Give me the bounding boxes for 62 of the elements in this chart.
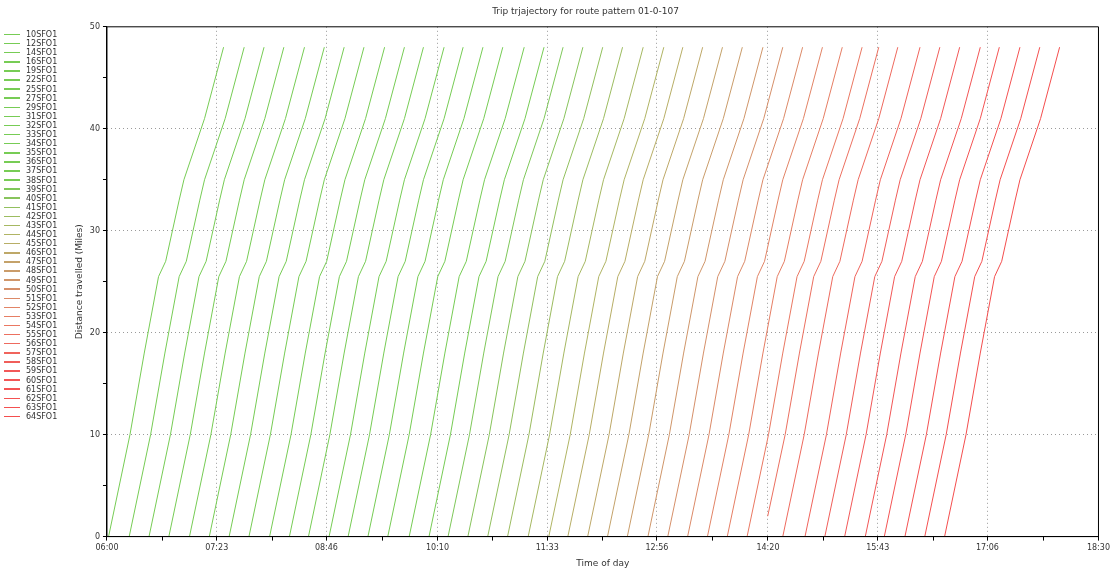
chart-title: Trip trjajectory for route pattern 01-0-107: [491, 5, 679, 16]
legend-label: 27SFO1: [26, 93, 58, 103]
legend-label: 60SFO1: [26, 375, 58, 385]
x-tick-label: 14:20: [756, 543, 780, 553]
legend-label: 35SFO1: [26, 148, 58, 158]
x-tick-label: 18:30: [1086, 543, 1110, 553]
x-tick-label: 10:10: [425, 543, 450, 553]
legend-label: 57SFO1: [26, 348, 58, 358]
x-tick-label: 11:33: [535, 543, 559, 553]
x-axis-title: Time of day: [575, 557, 630, 568]
legend-label: 52SFO1: [26, 302, 58, 312]
legend-label: 47SFO1: [26, 257, 58, 267]
y-tick-label: 50: [89, 21, 100, 31]
legend-label: 10SFO1: [26, 30, 58, 39]
legend-label: 36SFO1: [26, 157, 58, 167]
legend-label: 14SFO1: [26, 48, 58, 58]
legend-label: 59SFO1: [26, 366, 58, 376]
x-tick-label: 07:23: [205, 543, 229, 553]
legend-label: 61SFO1: [26, 384, 58, 394]
y-tick-label: 20: [89, 327, 100, 337]
legend-label: 51SFO1: [26, 293, 58, 303]
legend-label: 22SFO1: [26, 75, 58, 85]
legend-label: 31SFO1: [26, 111, 58, 121]
legend-label: 56SFO1: [26, 339, 58, 349]
legend-label: 40SFO1: [26, 193, 58, 203]
y-tick-label: 40: [89, 123, 100, 133]
legend-label: 43SFO1: [26, 220, 58, 230]
legend-label: 53SFO1: [26, 311, 58, 321]
legend-label: 54SFO1: [26, 321, 58, 330]
legend-label: 37SFO1: [26, 166, 58, 176]
legend-label: 49SFO1: [26, 275, 58, 285]
legend-label: 33SFO1: [26, 130, 58, 140]
legend-label: 38SFO1: [26, 175, 58, 185]
x-tick-label: 15:43: [866, 543, 890, 553]
legend-label: 32SFO1: [26, 120, 58, 130]
legend-label: 19SFO1: [26, 66, 58, 76]
legend-label: 46SFO1: [26, 248, 58, 258]
legend-label: 42SFO1: [26, 211, 58, 221]
legend-label: 39SFO1: [26, 184, 58, 194]
x-tick-label: 08:46: [314, 543, 338, 553]
legend-label: 58SFO1: [26, 357, 58, 367]
legend-label: 12SFO1: [26, 39, 58, 49]
legend-label: 55SFO1: [26, 330, 58, 340]
legend-label: 34SFO1: [26, 139, 58, 149]
legend-label: 62SFO1: [26, 393, 58, 403]
x-tick-label: 17:06: [975, 543, 999, 553]
legend-label: 29SFO1: [26, 102, 58, 112]
y-tick-label: 0: [94, 531, 100, 541]
y-tick-label: 30: [89, 225, 100, 235]
legend-label: 63SFO1: [26, 402, 58, 412]
x-tick-label: 06:00: [95, 543, 119, 553]
legend-label: 41SFO1: [26, 202, 58, 212]
y-axis-title: Distance travelled (Miles): [73, 224, 84, 340]
legend-label: 45SFO1: [26, 239, 58, 249]
legend-label: 48SFO1: [26, 266, 58, 276]
legend-label: 64SFO1: [26, 411, 58, 422]
legend-label: 25SFO1: [26, 84, 58, 94]
legend-label: 50SFO1: [26, 284, 58, 294]
y-tick-label: 10: [89, 429, 100, 439]
legend-label: 16SFO1: [26, 57, 58, 67]
legend-label: 44SFO1: [26, 230, 58, 240]
x-tick-label: 12:56: [645, 543, 669, 553]
